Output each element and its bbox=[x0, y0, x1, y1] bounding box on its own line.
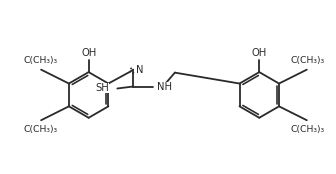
Text: C(CH₃)₃: C(CH₃)₃ bbox=[23, 56, 57, 65]
Text: OH: OH bbox=[81, 48, 96, 58]
Text: C(CH₃)₃: C(CH₃)₃ bbox=[291, 125, 325, 134]
Text: SH: SH bbox=[96, 84, 110, 93]
Text: C(CH₃)₃: C(CH₃)₃ bbox=[23, 125, 57, 134]
Text: C(CH₃)₃: C(CH₃)₃ bbox=[291, 56, 325, 65]
Text: NH: NH bbox=[157, 82, 172, 93]
Text: N: N bbox=[136, 65, 144, 75]
Text: OH: OH bbox=[252, 48, 267, 58]
